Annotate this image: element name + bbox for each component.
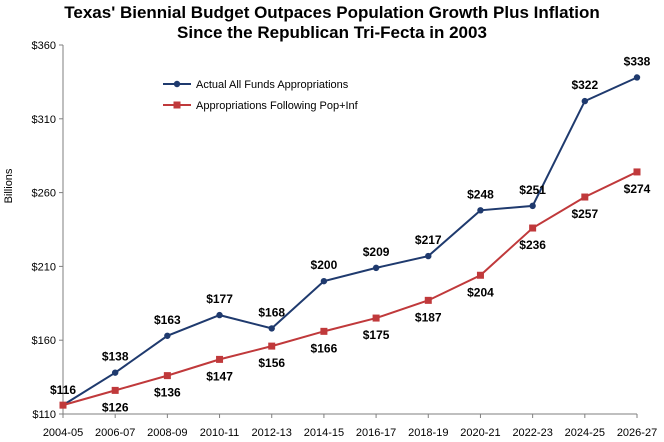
x-tick-label: 2012-13: [252, 427, 292, 439]
series-2-point: [163, 372, 171, 380]
series-1-point: [216, 311, 223, 319]
series-1-point: [320, 277, 328, 285]
y-axis-label: Billions: [3, 168, 15, 203]
series-2-point: [633, 168, 641, 176]
data-label: $251: [519, 183, 546, 197]
chart-subtitle: Since the Republican Tri-Fecta in 2003: [177, 23, 487, 42]
data-label: $338: [624, 54, 651, 68]
x-tick-label: 2024-25: [565, 427, 605, 439]
series-2-point: [581, 193, 589, 201]
x-tick-label: 2004-05: [43, 427, 83, 439]
series-1-point: [529, 202, 536, 210]
series-2-point: [372, 314, 380, 322]
y-tick-label: $160: [32, 335, 56, 347]
series-1-point: [581, 97, 589, 105]
y-tick-label: $210: [32, 261, 56, 273]
series-2-point: [111, 386, 119, 394]
series-2-point: [529, 224, 537, 232]
data-label: $274: [624, 182, 651, 196]
series-line-1: [62, 76, 638, 406]
legend-marker-1: [173, 80, 181, 88]
data-label: $168: [258, 305, 285, 319]
data-label: $217: [415, 233, 442, 247]
legend: Actual All Funds Appropriations Appropria…: [163, 79, 359, 112]
chart-title: Texas' Biennial Budget Outpaces Populati…: [64, 3, 600, 22]
series-line-2: [62, 171, 638, 407]
legend-label-1: Actual All Funds Appropriations: [196, 79, 349, 91]
series-1-point: [268, 325, 275, 332]
legend-label-2: Appropriations Following Pop+Inf: [196, 100, 359, 112]
data-label: $156: [258, 356, 285, 370]
data-label: $257: [571, 207, 598, 221]
data-label: $248: [467, 187, 494, 201]
series-2-point: [320, 327, 328, 335]
x-tick-label: 2016-17: [356, 427, 396, 439]
series-2-point: [216, 355, 224, 363]
y-tick-label: $310: [32, 114, 56, 126]
series-1-point: [164, 332, 171, 339]
y-tick-label: $360: [32, 40, 56, 52]
series-1-point: [425, 252, 432, 260]
y-tick-label: $110: [32, 409, 56, 421]
data-label: $116: [50, 383, 76, 397]
data-label: $177: [206, 292, 233, 306]
x-tick-label: 2018-19: [408, 427, 448, 439]
series-1-point: [372, 264, 380, 272]
axes: $110 $160 $210 $260 $310 $360 2004-05 2006-07 20…: [32, 40, 658, 439]
data-label: $209: [363, 245, 390, 259]
x-tick-label: 2014-15: [304, 427, 344, 439]
x-tick-label: 2008-09: [147, 427, 187, 439]
x-tick-label: 2006-07: [95, 427, 135, 439]
series-1-point: [111, 369, 119, 376]
series-2-point: [476, 271, 484, 279]
x-tick-label: 2026-27: [617, 427, 657, 439]
data-label: $175: [363, 328, 390, 342]
data-label: $136: [154, 386, 181, 400]
data-label: $163: [154, 313, 181, 327]
data-label: $200: [311, 258, 338, 272]
data-label: $236: [519, 238, 546, 252]
series-2-point: [268, 342, 276, 350]
series-1-point: [477, 207, 484, 214]
data-label: $187: [415, 310, 442, 324]
data-label: $147: [206, 369, 233, 383]
legend-marker-2: [173, 101, 181, 109]
series-2-point: [59, 401, 67, 409]
data-labels: $116 $138 $163 $177 $168 $200 $209 $217 $248 $251…: [50, 54, 651, 414]
x-tick-label: 2010-11: [200, 427, 240, 439]
y-tick-label: $260: [32, 188, 56, 200]
x-tick-label: 2020-21: [460, 427, 500, 439]
series-layer: [59, 74, 641, 409]
data-label: $138: [102, 350, 129, 364]
series-2-point: [424, 296, 432, 304]
data-label: $322: [571, 78, 598, 92]
data-label: $204: [467, 285, 494, 299]
series-1-point: [633, 74, 641, 81]
data-label: $166: [311, 341, 338, 355]
x-tick-label: 2022-23: [512, 427, 552, 439]
data-label: $126: [102, 400, 129, 414]
